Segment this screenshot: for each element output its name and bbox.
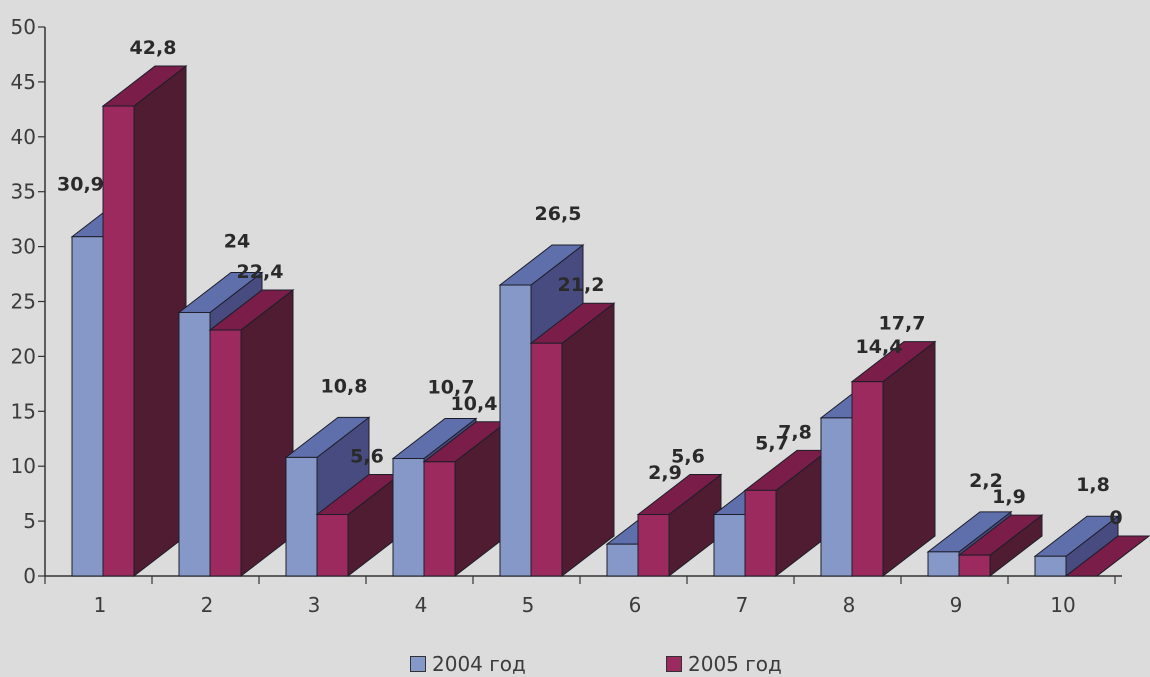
- data-label-2004: 30,9: [57, 174, 104, 196]
- data-label-2004: 24: [224, 230, 250, 252]
- y-tick-label: 50: [11, 15, 36, 39]
- data-label-2004: 1,8: [1076, 474, 1110, 496]
- x-tick-label: 4: [415, 593, 428, 617]
- y-tick-label: 35: [11, 180, 36, 204]
- x-tick-label: 7: [736, 593, 749, 617]
- x-tick-label: 10: [1050, 593, 1075, 617]
- data-label-2005: 7,8: [778, 421, 812, 443]
- data-label-2005: 17,7: [879, 313, 926, 335]
- data-label-2005: 22,4: [237, 261, 284, 283]
- bar-2005: [529, 302, 616, 578]
- legend-swatch-2005: [666, 656, 682, 672]
- x-tick-label: 3: [308, 593, 321, 617]
- y-tick-label: 20: [11, 344, 36, 368]
- data-label-2004: 10,7: [428, 377, 475, 399]
- y-tick-label: 5: [23, 509, 36, 533]
- data-label-2005: 0: [1109, 507, 1122, 529]
- y-tick-label: 25: [11, 290, 36, 314]
- legend-item-2005: 2005 год: [666, 652, 782, 676]
- data-label-2005: 10,4: [451, 393, 498, 415]
- legend-item-2004: 2004 год: [410, 652, 526, 676]
- legend-label-2004: 2004 год: [432, 652, 526, 676]
- data-label-2005: 21,2: [558, 274, 605, 296]
- x-tick-label: 9: [950, 593, 963, 617]
- bar-2004: [1033, 515, 1120, 578]
- bar-2005: [208, 289, 295, 578]
- bar-2005: [1064, 535, 1150, 577]
- data-label-2004: 2,9: [648, 462, 682, 484]
- y-tick-label: 40: [11, 125, 36, 149]
- x-tick-label: 6: [629, 593, 642, 617]
- data-label-2004: 5,7: [755, 433, 789, 455]
- y-tick-label: 10: [11, 454, 36, 478]
- bar-2005: [101, 65, 188, 578]
- data-label-2005: 5,6: [671, 446, 705, 468]
- x-tick-label: 8: [843, 593, 856, 617]
- legend-label-2005: 2005 год: [688, 652, 782, 676]
- legend: 2004 год 2005 год: [0, 652, 1150, 677]
- legend-swatch-2004: [410, 656, 426, 672]
- x-tick-label: 5: [522, 593, 535, 617]
- y-tick-label: 15: [11, 399, 36, 423]
- data-label-2004: 2,2: [969, 470, 1003, 492]
- x-tick-label: 1: [94, 593, 107, 617]
- data-label-2004: 10,8: [321, 375, 368, 397]
- data-label-2005: 1,9: [992, 486, 1026, 508]
- x-tick-label: 2: [201, 593, 214, 617]
- data-label-2004: 14,4: [856, 336, 903, 358]
- bar-2005: [957, 514, 1044, 578]
- data-label-2005: 5,6: [350, 446, 384, 468]
- y-tick-label: 45: [11, 70, 36, 94]
- y-tick-label: 30: [11, 235, 36, 259]
- y-tick-label: 0: [23, 564, 36, 588]
- bar-2005: [850, 340, 937, 578]
- data-label-2005: 42,8: [130, 37, 177, 59]
- bar-2005: [315, 473, 402, 578]
- bar-2005: [743, 449, 830, 578]
- data-label-2004: 26,5: [535, 203, 582, 225]
- bar-2005: [636, 473, 723, 578]
